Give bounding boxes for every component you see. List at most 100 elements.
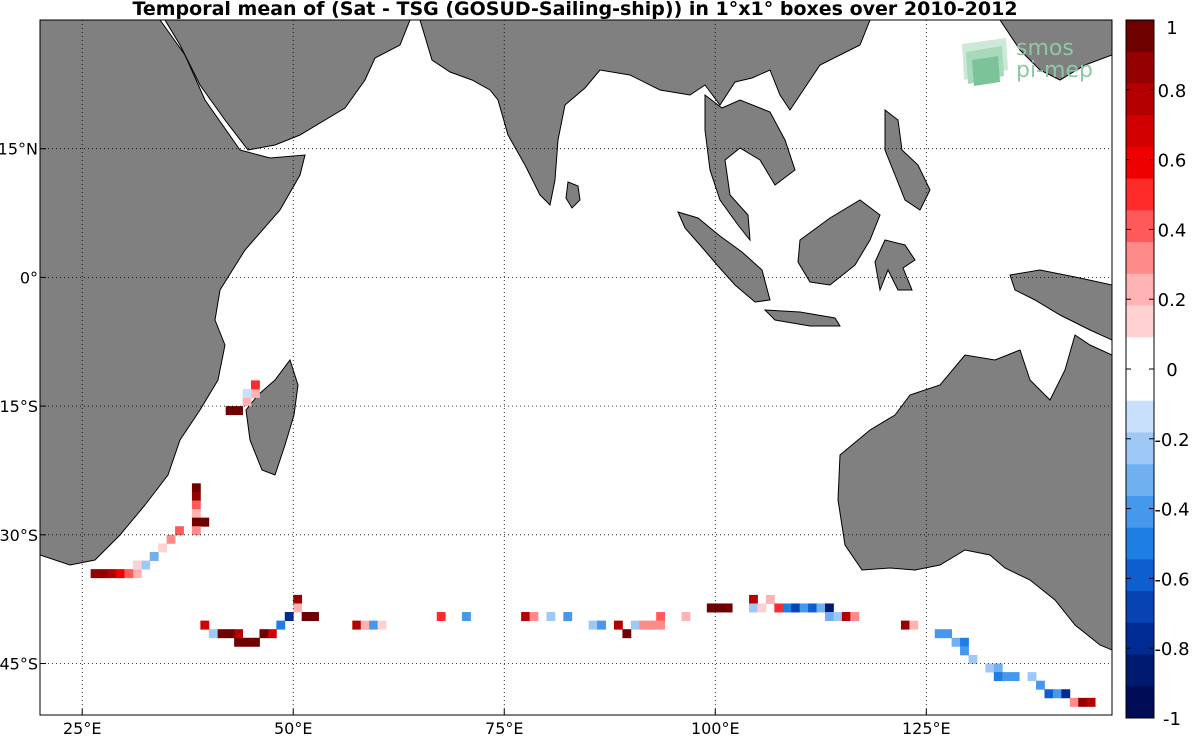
data-cell — [757, 603, 767, 613]
data-cell — [99, 569, 108, 579]
lon-tick-label: 125°E — [902, 719, 951, 738]
colorbar-segment — [1126, 242, 1154, 275]
data-cell — [191, 526, 201, 536]
data-cell — [850, 612, 860, 622]
data-cell — [1002, 672, 1012, 682]
data-cell — [1044, 689, 1054, 699]
data-cell — [1052, 689, 1062, 699]
data-cell — [301, 612, 311, 622]
data-cell — [1036, 680, 1045, 690]
data-cells — [90, 380, 1096, 707]
data-cell — [960, 637, 969, 647]
data-cell — [310, 612, 319, 622]
data-cell — [149, 551, 159, 561]
colorbar-segment — [1126, 20, 1154, 53]
data-cell — [900, 620, 910, 630]
colorbar-segment — [1126, 178, 1154, 211]
lat-tick-label: 15°S — [0, 397, 38, 416]
data-cell — [715, 603, 725, 613]
colorbar-tick-label: -1 — [1163, 709, 1181, 730]
data-cell — [630, 620, 640, 630]
data-cell — [613, 620, 623, 630]
data-cell — [656, 620, 666, 630]
data-cell — [242, 397, 252, 407]
axis-ticks: 25°E 50°E 75°E 100°E 125°E 15°N 0° 15°S 30°S 45°S — [0, 140, 951, 738]
data-cell — [90, 569, 100, 579]
data-cell — [993, 663, 1003, 673]
data-cell — [251, 637, 260, 647]
colorbar-segment — [1126, 400, 1154, 433]
colorbar-segment — [1126, 305, 1154, 338]
logo-text-line1: smos — [1016, 36, 1074, 61]
data-cell — [639, 620, 649, 630]
data-cell — [115, 569, 125, 579]
data-cell — [158, 543, 168, 553]
indochina-landmass — [704, 93, 796, 242]
colorbar-tick-label: 0.2 — [1158, 290, 1187, 311]
madagascar-island — [245, 358, 299, 476]
colorbar-segment — [1126, 273, 1154, 307]
data-cell — [259, 629, 269, 639]
data-cell — [765, 594, 775, 604]
colorbar-tick-label: 0.8 — [1158, 81, 1187, 102]
data-cell — [546, 612, 556, 622]
data-cell — [234, 637, 243, 647]
data-cell — [993, 672, 1003, 682]
data-cell — [242, 388, 252, 398]
sri-lanka-island — [565, 181, 581, 209]
asia-landmass — [419, 20, 871, 207]
colorbar-tick-label: 0.6 — [1158, 151, 1187, 172]
data-cell — [217, 629, 227, 639]
lon-tick-label: 100°E — [691, 719, 740, 738]
data-cell — [166, 534, 176, 544]
data-cell — [200, 517, 210, 527]
data-cell — [225, 406, 235, 416]
lat-tick-label: 15°N — [0, 140, 38, 159]
data-cell — [909, 620, 919, 630]
data-cell — [462, 612, 471, 622]
data-cell — [960, 646, 969, 656]
australia-landmass — [837, 334, 1112, 651]
data-cell — [132, 569, 142, 579]
data-cell — [808, 603, 817, 613]
lat-tick-label: 0° — [20, 268, 38, 287]
data-cell — [985, 663, 995, 673]
grid-lines — [40, 20, 1112, 715]
colorbar-segment — [1126, 83, 1154, 116]
colorbar-segment — [1126, 591, 1154, 624]
data-cell — [1069, 697, 1079, 707]
data-cell — [234, 406, 243, 416]
data-cell — [723, 603, 733, 613]
data-cell — [251, 388, 260, 398]
data-cell — [656, 612, 666, 622]
data-cell — [124, 569, 134, 579]
data-cell — [825, 603, 834, 613]
data-cell — [141, 560, 151, 570]
philippines-islands — [884, 108, 931, 211]
colorbar-segment — [1126, 495, 1154, 529]
data-cell — [360, 620, 370, 630]
lat-tick-label: 30°S — [0, 526, 38, 545]
colorbar-tick-label: 1 — [1166, 18, 1177, 39]
data-cell — [436, 612, 446, 622]
colorbar-segment — [1126, 146, 1154, 180]
data-cell — [175, 526, 184, 536]
data-cell — [749, 603, 758, 613]
data-cell — [242, 637, 252, 647]
data-cell — [284, 612, 294, 622]
smos-pi-mep-logo-icon — [962, 38, 1008, 86]
colorbar-segment — [1126, 559, 1154, 592]
data-cell — [1086, 697, 1096, 707]
data-cell — [622, 629, 632, 639]
sumatra-island — [677, 211, 771, 303]
africa-landmass — [40, 20, 306, 566]
logo-text-line2: pi-mep — [1016, 58, 1093, 83]
colorbar-segment — [1126, 654, 1154, 687]
data-cell — [799, 603, 809, 613]
data-cell — [816, 603, 826, 613]
new-guinea-island — [1009, 269, 1112, 341]
data-cell — [563, 612, 573, 622]
data-cell — [841, 612, 851, 622]
colorbar-segment — [1126, 337, 1154, 370]
